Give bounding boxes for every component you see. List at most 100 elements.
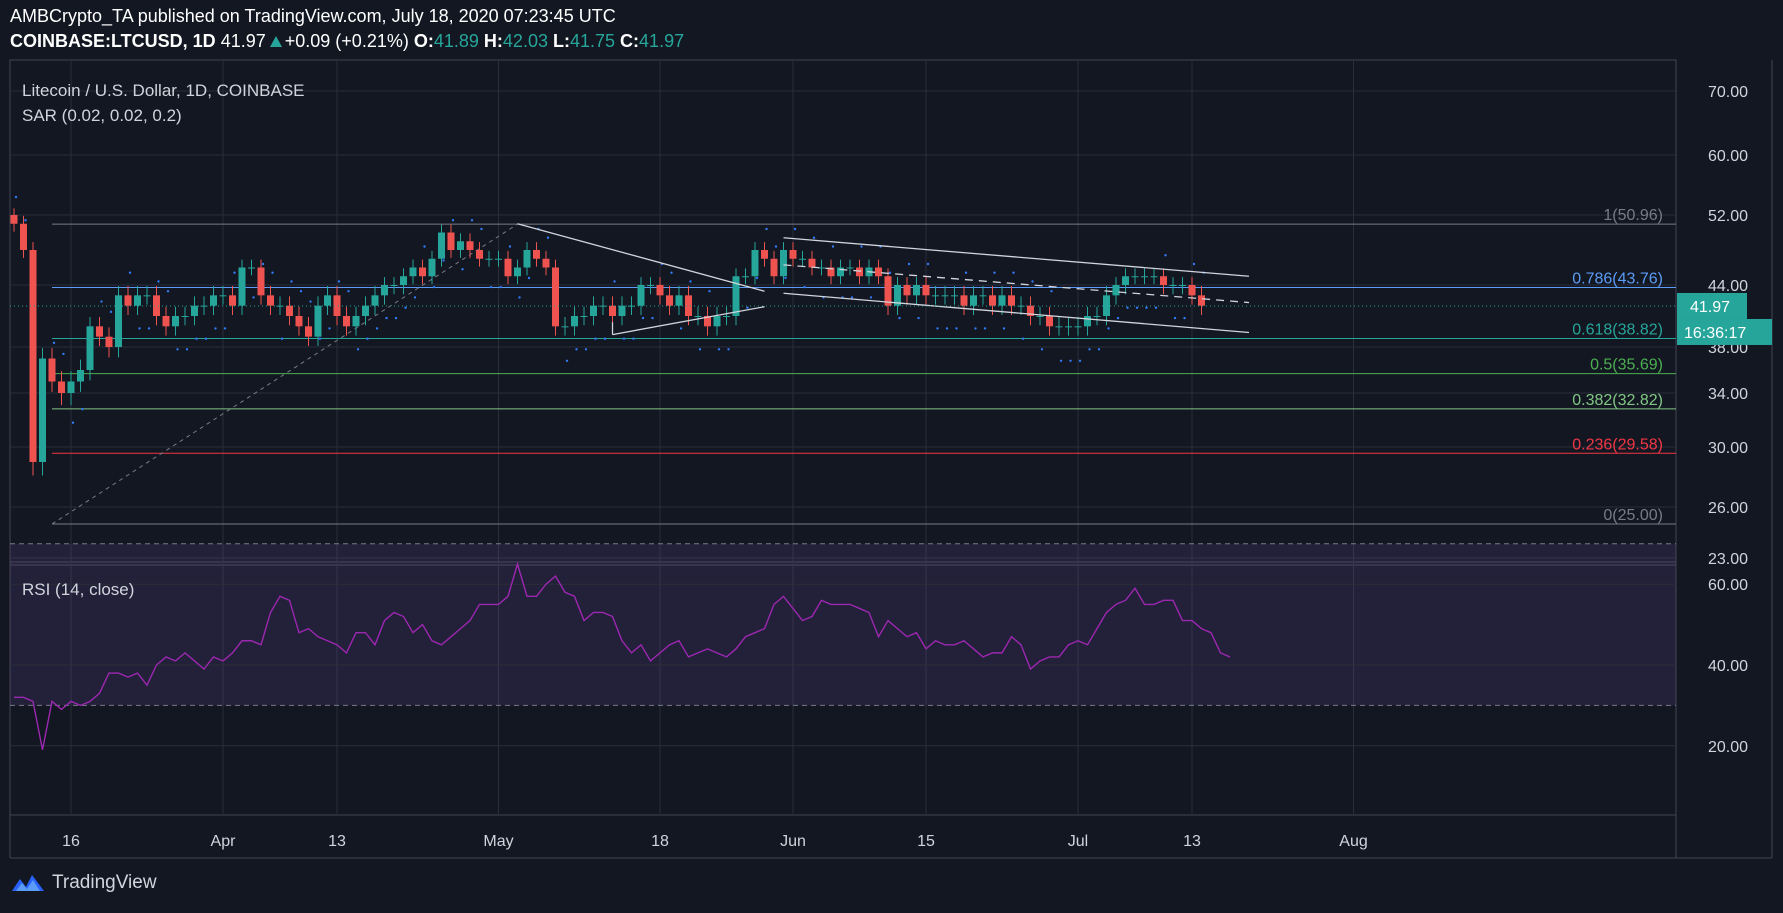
candle-body [960, 295, 968, 306]
candle [466, 233, 474, 258]
candle [960, 286, 968, 315]
candle [552, 259, 559, 336]
candle-body [172, 316, 179, 327]
candle [210, 286, 217, 315]
candle-body [1093, 316, 1101, 317]
candle [609, 296, 616, 326]
tradingview-brand[interactable]: TradingView [10, 872, 157, 894]
sar-dot [375, 327, 379, 330]
sar-dot [774, 245, 778, 248]
candle [1179, 277, 1186, 295]
candle-body [533, 250, 540, 259]
candle-body [1027, 305, 1034, 316]
sar-dot [204, 337, 208, 340]
sar-dot [1183, 316, 1186, 320]
sar-dot [214, 327, 217, 330]
candle [846, 259, 854, 276]
candle-body [618, 305, 626, 316]
sar-dot [955, 327, 958, 330]
sar-dot [613, 280, 616, 283]
candle-body [48, 358, 56, 382]
candle-body [922, 285, 930, 296]
candle [647, 277, 654, 295]
sar-dot [280, 337, 284, 340]
sar-dot [945, 327, 949, 330]
candle-body [29, 250, 37, 462]
candle [1198, 286, 1205, 315]
candle-body [561, 326, 569, 328]
tradingview-logo-icon [12, 875, 44, 891]
sar-dot [138, 327, 141, 330]
sar-dot [907, 262, 911, 266]
published-text: published on TradingView.com, July 18, 2… [137, 6, 616, 26]
price-tick-label: 26.00 [1708, 500, 1748, 517]
sar-dot [309, 300, 312, 303]
candle-body [884, 276, 892, 306]
candle-body [875, 267, 882, 277]
candle [713, 306, 721, 336]
countdown-tag [1677, 318, 1772, 345]
candle-body [656, 285, 664, 296]
x-tick-label: 16 [62, 833, 80, 850]
candle [48, 348, 56, 392]
rsi-tick-label: 20.00 [1708, 739, 1748, 756]
triangle-upper-line [517, 223, 765, 292]
candle-body [1065, 326, 1072, 328]
candle [105, 327, 113, 358]
candle [580, 306, 588, 326]
x-tick-label: May [483, 833, 513, 850]
x-tick-label: Jul [1068, 833, 1088, 850]
sar-dot [394, 316, 398, 320]
candle-body [96, 326, 103, 337]
candle [381, 277, 388, 305]
x-tick-label: Jun [780, 833, 806, 850]
channel-mid-line [783, 264, 1250, 304]
sar-dot [1116, 316, 1120, 320]
sar-dot [765, 227, 768, 231]
sar-dot [261, 262, 265, 266]
candle [561, 317, 569, 336]
candle-body [438, 232, 445, 259]
sar-dot [784, 276, 787, 280]
x-tick-label: 13 [328, 833, 346, 850]
candle-body [1198, 295, 1205, 306]
sar-dot [185, 348, 189, 351]
sar-dot [195, 337, 198, 340]
candle-body [998, 295, 1006, 306]
candle [305, 317, 312, 346]
candle [1055, 317, 1063, 336]
candle [1093, 306, 1101, 326]
sar-dot [746, 306, 749, 309]
sar-dot [100, 300, 103, 303]
candle-body [837, 267, 844, 277]
open-value: 41.89 [433, 31, 479, 51]
candle-body [599, 305, 607, 307]
sar-dot [793, 227, 797, 231]
candle-body [257, 267, 265, 296]
candle [314, 296, 322, 346]
candle-body [77, 370, 84, 382]
candle [476, 242, 483, 267]
sar-dot [290, 280, 293, 283]
candle [542, 250, 550, 276]
candle [761, 242, 768, 267]
candle [409, 259, 417, 285]
candle-body [903, 285, 911, 296]
candle [191, 296, 198, 326]
publisher-name[interactable]: AMBCrypto_TA [10, 6, 133, 26]
candle-body [675, 295, 683, 306]
sar-dot [337, 280, 341, 283]
candle-body [685, 295, 692, 316]
candle [970, 286, 977, 315]
candle-body [542, 258, 550, 268]
fib-level-label: 0.618(38.82) [1572, 322, 1663, 339]
candle [447, 224, 455, 258]
candle [229, 286, 236, 315]
candle-body [704, 316, 711, 327]
sar-dot [81, 408, 84, 411]
high-label: H: [483, 31, 503, 51]
sar-dot [223, 327, 227, 330]
candle-body [153, 295, 160, 316]
candle [523, 242, 531, 276]
